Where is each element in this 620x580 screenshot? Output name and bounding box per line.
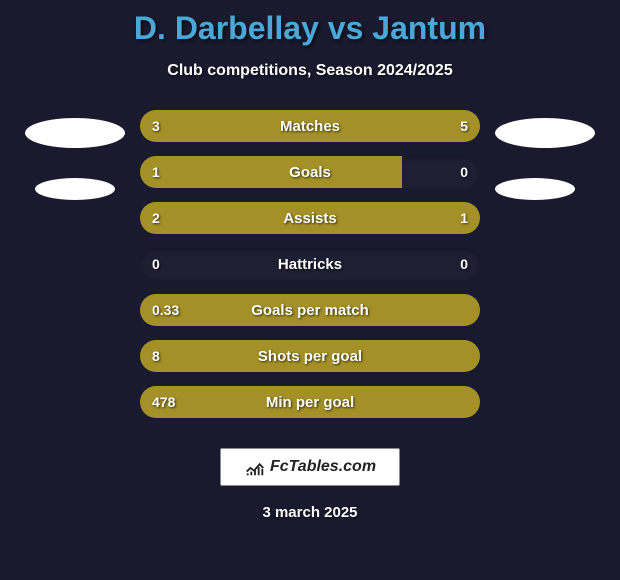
stat-value-right: 0 bbox=[460, 164, 468, 180]
subtitle: Club competitions, Season 2024/2025 bbox=[0, 62, 620, 80]
stat-bars: 3 Matches 5 1 Goals 0 2 Assists 1 0 Hattricks 0 0.33… bbox=[140, 110, 480, 418]
stat-value-right: 1 bbox=[460, 210, 468, 226]
stat-label: Goals per match bbox=[251, 302, 369, 319]
left-player-badge-primary bbox=[25, 118, 125, 148]
stats-area: 3 Matches 5 1 Goals 0 2 Assists 1 0 Hattricks 0 0.33… bbox=[0, 110, 620, 418]
right-player-badge-primary bbox=[495, 118, 595, 148]
page-title: D. Darbellay vs Jantum bbox=[0, 10, 620, 47]
stat-row: 0 Hattricks 0 bbox=[140, 248, 480, 280]
left-player-badge-secondary bbox=[35, 178, 115, 200]
stat-label: Assists bbox=[283, 210, 336, 227]
chart-icon bbox=[244, 456, 266, 478]
stat-row: 478 Min per goal bbox=[140, 386, 480, 418]
right-player-badge-secondary bbox=[495, 178, 575, 200]
stat-label: Hattricks bbox=[278, 256, 342, 273]
stat-label: Matches bbox=[280, 118, 340, 135]
footer-date: 3 march 2025 bbox=[0, 504, 620, 521]
left-player-badges bbox=[25, 118, 125, 200]
stat-value-left: 478 bbox=[152, 394, 175, 410]
stat-value-right: 0 bbox=[460, 256, 468, 272]
stat-label: Shots per goal bbox=[258, 348, 362, 365]
stat-row: 8 Shots per goal bbox=[140, 340, 480, 372]
stat-value-left: 3 bbox=[152, 118, 160, 134]
stat-row: 0.33 Goals per match bbox=[140, 294, 480, 326]
stat-value-left: 0.33 bbox=[152, 302, 179, 318]
stat-value-left: 0 bbox=[152, 256, 160, 272]
stat-bar-left bbox=[140, 156, 402, 188]
stat-value-left: 1 bbox=[152, 164, 160, 180]
stat-value-left: 2 bbox=[152, 210, 160, 226]
stat-row: 1 Goals 0 bbox=[140, 156, 480, 188]
brand-text: FcTables.com bbox=[270, 458, 376, 476]
stat-value-right: 5 bbox=[460, 118, 468, 134]
stat-row: 2 Assists 1 bbox=[140, 202, 480, 234]
stat-label: Min per goal bbox=[266, 394, 354, 411]
stat-row: 3 Matches 5 bbox=[140, 110, 480, 142]
right-player-badges bbox=[495, 118, 595, 200]
stat-label: Goals bbox=[289, 164, 331, 181]
stat-value-left: 8 bbox=[152, 348, 160, 364]
brand-logo[interactable]: FcTables.com bbox=[220, 448, 400, 486]
